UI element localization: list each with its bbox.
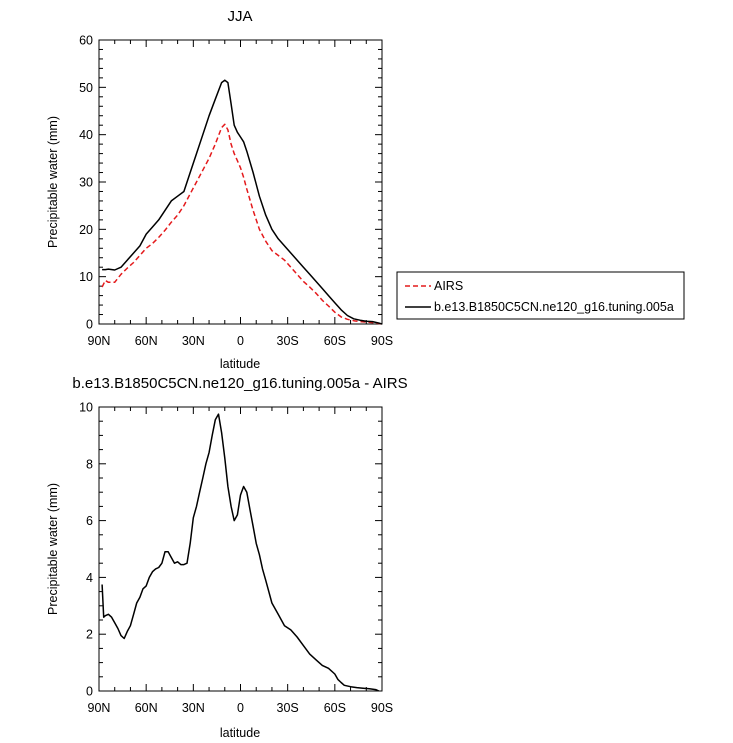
plot-frame bbox=[98, 406, 383, 692]
x-tick-label: 30S bbox=[277, 334, 299, 348]
y-tick-label: 50 bbox=[79, 81, 93, 95]
x-tick-label: 30N bbox=[182, 334, 205, 348]
series-line-difference bbox=[101, 413, 380, 692]
difference-panel: b.e13.B1850C5CN.ne120_g16.tuning.005a - … bbox=[46, 375, 408, 740]
chart-title-jja: JJA bbox=[227, 8, 252, 25]
y-tick-label: 8 bbox=[86, 457, 93, 471]
x-tick-label: 90S bbox=[371, 701, 393, 715]
y-tick-label: 0 bbox=[86, 318, 93, 332]
x-tick-label: 0 bbox=[237, 701, 244, 715]
legend: AIRS b.e13.B1850C5CN.ne120_g16.tuning.00… bbox=[396, 271, 685, 320]
x-tick-label: 90N bbox=[88, 701, 111, 715]
series-lines bbox=[101, 79, 383, 325]
x-axis-label: latitude bbox=[220, 726, 260, 740]
x-tick-label: 30S bbox=[277, 701, 299, 715]
y-tick-label: 30 bbox=[79, 176, 93, 190]
series-line-airs bbox=[101, 123, 383, 325]
x-tick-label: 60S bbox=[324, 334, 346, 348]
series-line-model bbox=[102, 79, 383, 325]
legend-box bbox=[396, 271, 685, 320]
legend-label-airs: AIRS bbox=[434, 279, 463, 293]
y-tick-label: 40 bbox=[79, 128, 93, 142]
y-axis-label: Precipitable water (mm) bbox=[46, 116, 60, 248]
legend-label-model: b.e13.B1850C5CN.ne120_g16.tuning.005a bbox=[434, 300, 674, 314]
y-tick-label: 60 bbox=[79, 34, 93, 48]
x-tick-label: 90N bbox=[88, 334, 111, 348]
x-tick-label: 60S bbox=[324, 701, 346, 715]
axis-ticks: 90N 60N 30N 0 30S 60S 90S 0 2 4 6 8 10 bbox=[79, 401, 393, 716]
series-lines bbox=[101, 413, 380, 692]
y-tick-label: 6 bbox=[86, 514, 93, 528]
y-tick-label: 10 bbox=[79, 401, 93, 415]
y-tick-label: 2 bbox=[86, 628, 93, 642]
plot-frame bbox=[98, 39, 383, 325]
mean-precipitable-water-panel: JJA 90N 60N 30N 0 30S 60S 90S 0 10 20 30 40 50 60 lat… bbox=[46, 8, 393, 371]
x-tick-label: 60N bbox=[135, 701, 158, 715]
y-tick-label: 10 bbox=[79, 270, 93, 284]
x-axis-label: latitude bbox=[220, 357, 260, 371]
x-tick-label: 60N bbox=[135, 334, 158, 348]
chart-title-difference: b.e13.B1850C5CN.ne120_g16.tuning.005a - … bbox=[72, 375, 407, 392]
y-tick-label: 20 bbox=[79, 223, 93, 237]
y-tick-label: 4 bbox=[86, 571, 93, 585]
x-tick-label: 0 bbox=[237, 334, 244, 348]
y-tick-label: 0 bbox=[86, 685, 93, 699]
x-tick-label: 30N bbox=[182, 701, 205, 715]
y-axis-label: Precipitable water (mm) bbox=[46, 483, 60, 615]
x-tick-label: 90S bbox=[371, 334, 393, 348]
axis-ticks: 90N 60N 30N 0 30S 60S 90S 0 10 20 30 40 50 60 bbox=[79, 34, 393, 349]
